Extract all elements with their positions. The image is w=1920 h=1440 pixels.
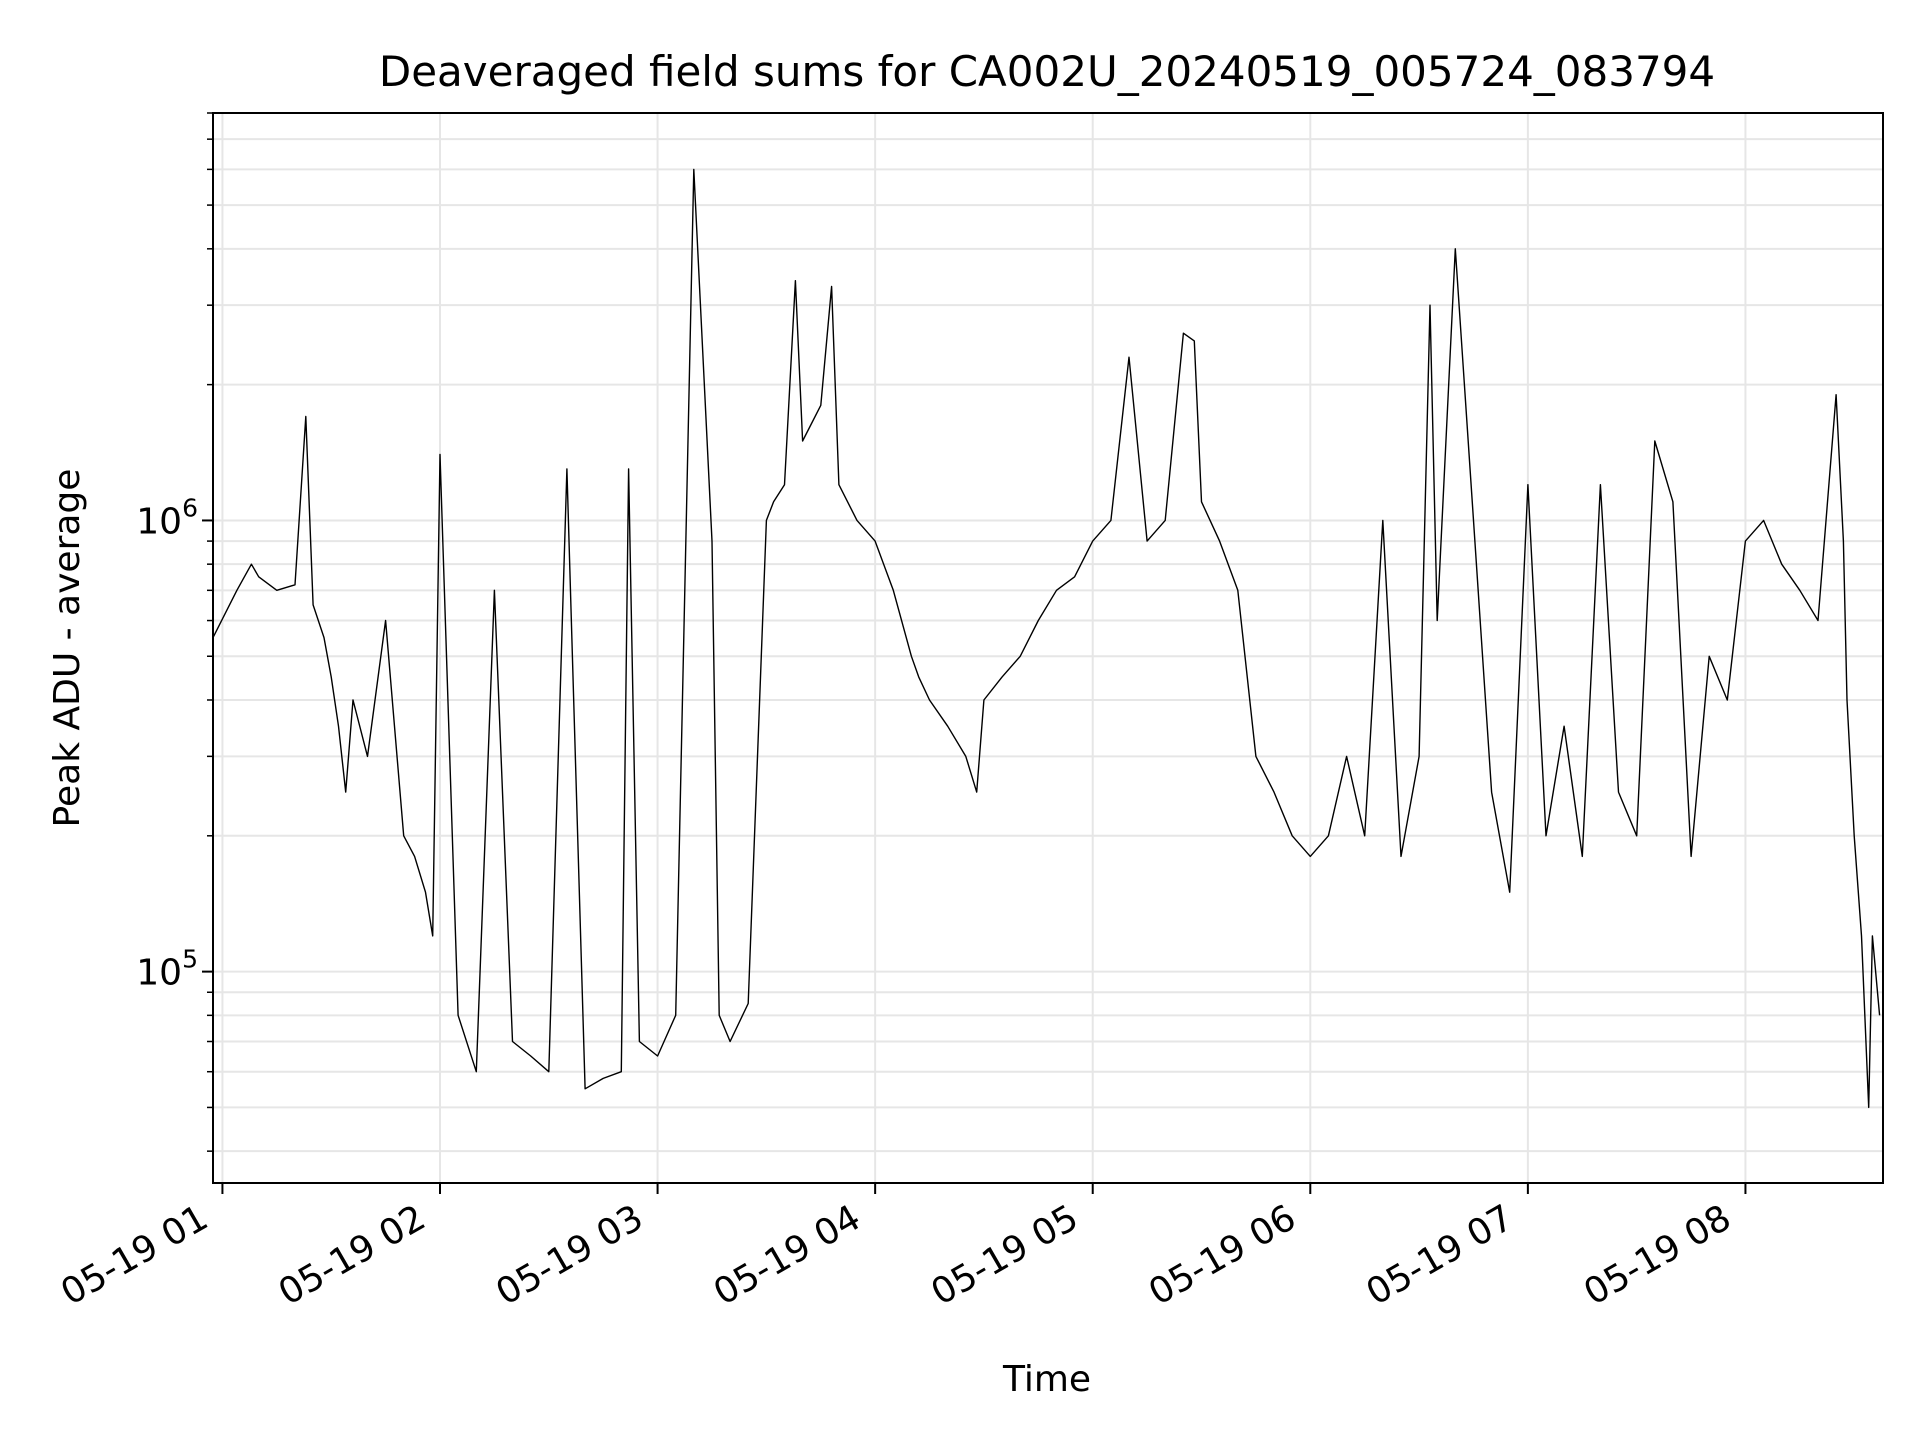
plot-frame <box>212 112 1884 1184</box>
x-axis-label: Time <box>1002 1359 1091 1400</box>
series-line-0 <box>212 168 1881 1109</box>
chart-title: Deaveraged field sums for CA002U_2024051… <box>379 47 1715 96</box>
y-tick-label: 106 <box>136 493 198 542</box>
y-axis-label: Peak ADU - average <box>47 469 88 828</box>
series-layer <box>212 168 1881 1109</box>
